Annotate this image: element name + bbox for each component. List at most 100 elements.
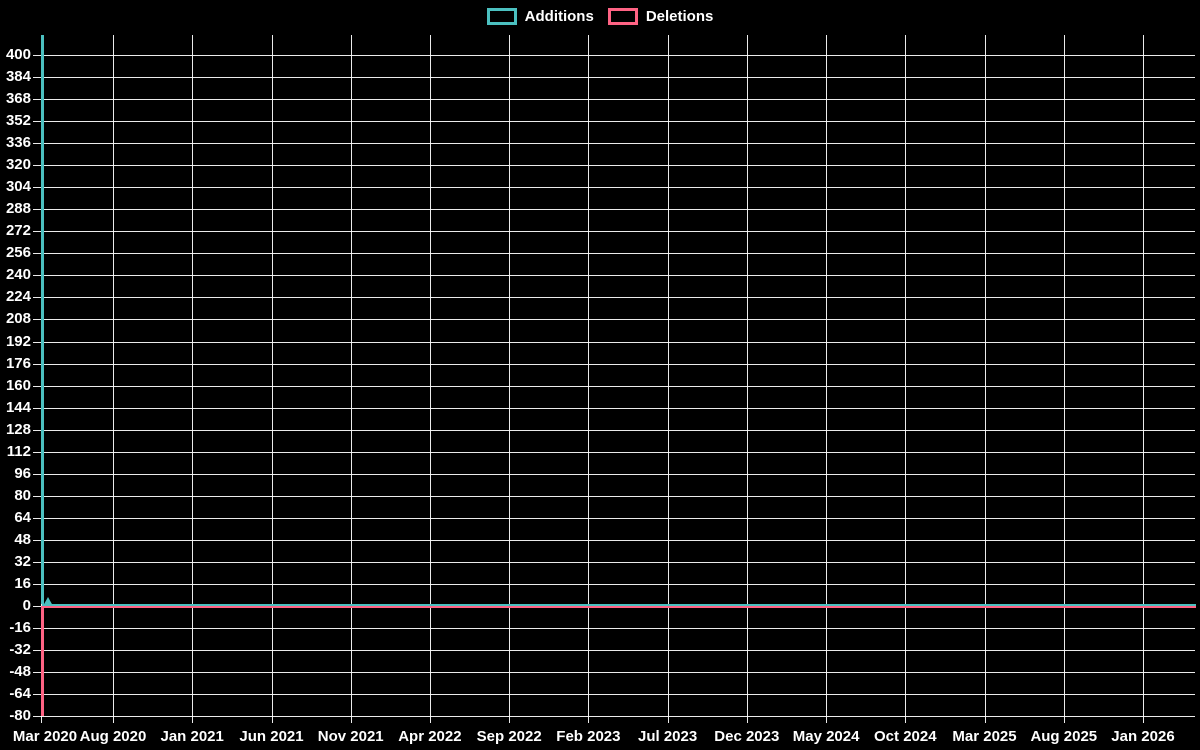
y-tick-label: 320 <box>5 156 31 174</box>
y-tick-label: 304 <box>5 178 31 196</box>
x-gridline <box>905 35 907 723</box>
additions-swatch-icon <box>486 8 517 25</box>
y-gridline <box>33 451 1195 453</box>
y-gridline <box>33 495 1195 497</box>
y-tick-label: 336 <box>5 134 31 152</box>
y-gridline <box>33 187 1195 189</box>
additions-point-marker-icon <box>43 596 53 606</box>
y-tick-label: -64 <box>9 685 31 703</box>
y-tick-label: 144 <box>5 398 31 416</box>
y-gridline <box>33 694 1195 696</box>
x-gridline <box>1063 35 1065 723</box>
y-tick-label: 176 <box>5 354 31 372</box>
x-gridline <box>192 35 194 723</box>
y-gridline <box>33 77 1195 78</box>
x-gridline <box>509 35 511 723</box>
y-tick-label: -48 <box>9 663 31 680</box>
x-tick-label: Apr 2022 <box>398 728 462 745</box>
additions-spike <box>40 35 44 605</box>
chart-legend: Additions Deletions <box>0 8 1200 25</box>
legend-label-additions: Additions <box>524 8 594 25</box>
y-gridline <box>33 231 1195 233</box>
y-gridline <box>33 628 1195 629</box>
y-gridline <box>33 650 1195 651</box>
y-tick-label: 160 <box>5 376 31 394</box>
y-tick-label: -80 <box>9 707 31 725</box>
y-gridline <box>33 143 1195 145</box>
y-tick-label: 272 <box>5 222 31 240</box>
y-gridline <box>33 539 1195 541</box>
y-tick-label: 224 <box>5 288 31 306</box>
y-gridline <box>33 55 1195 56</box>
y-tick-label: 208 <box>5 310 31 328</box>
y-tick-label: 192 <box>5 332 31 350</box>
x-tick-label: May 2024 <box>792 728 860 745</box>
x-gridline <box>667 35 669 723</box>
y-tick-label: 80 <box>14 486 31 504</box>
y-gridline <box>33 275 1195 277</box>
x-tick-label: Dec 2023 <box>714 728 780 745</box>
y-gridline <box>33 99 1195 100</box>
x-tick-label: Oct 2024 <box>874 728 937 745</box>
x-tick-label: Sep 2022 <box>476 728 542 745</box>
y-gridline <box>33 716 1195 718</box>
y-tick-label: 400 <box>5 46 31 63</box>
y-tick-label: 16 <box>14 574 31 592</box>
y-gridline <box>33 165 1195 167</box>
y-gridline <box>33 297 1195 299</box>
y-tick-label: -32 <box>9 641 31 658</box>
x-gridline <box>746 35 748 723</box>
y-gridline <box>33 121 1195 123</box>
y-gridline <box>33 517 1195 519</box>
x-tick-label: Mar 2020 <box>12 728 78 745</box>
legend-label-deletions: Deletions <box>645 8 714 25</box>
y-tick-label: -16 <box>9 619 31 636</box>
y-gridline <box>33 583 1195 585</box>
y-tick-label: 256 <box>5 244 31 262</box>
x-gridline <box>826 35 828 723</box>
x-tick-label: Feb 2023 <box>556 728 621 745</box>
legend-item-deletions[interactable]: Deletions <box>607 8 714 25</box>
x-tick-label: Nov 2021 <box>317 728 384 745</box>
y-tick-label: 0 <box>22 596 31 614</box>
y-tick-label: 64 <box>14 508 31 526</box>
y-tick-label: 368 <box>5 90 31 107</box>
additions-zero-line <box>42 603 1196 607</box>
x-gridline <box>350 35 352 723</box>
x-tick-label: Mar 2025 <box>952 728 1017 745</box>
x-gridline <box>984 35 986 723</box>
x-gridline <box>1143 35 1144 723</box>
x-tick-label: Aug 2020 <box>79 728 147 745</box>
y-gridline <box>33 473 1195 475</box>
x-tick-label: Jan 2026 <box>1111 728 1175 745</box>
y-gridline <box>33 429 1195 431</box>
deletions-zero-line <box>42 605 1196 608</box>
y-gridline <box>33 363 1195 365</box>
y-gridline <box>33 253 1195 255</box>
deletions-swatch-icon <box>607 8 638 25</box>
y-tick-label: 32 <box>14 552 31 570</box>
deletions-spike <box>41 605 44 717</box>
y-gridline <box>33 407 1195 409</box>
y-tick-label: 96 <box>14 464 31 482</box>
x-tick-label: Aug 2025 <box>1030 728 1098 745</box>
y-gridline <box>33 209 1195 211</box>
x-gridline <box>271 35 273 723</box>
y-tick-label: 240 <box>5 266 31 284</box>
x-tick-label: Jun 2021 <box>239 728 304 745</box>
y-tick-label: 128 <box>5 420 31 438</box>
y-gridline <box>33 341 1195 343</box>
legend-item-additions[interactable]: Additions <box>486 8 594 25</box>
x-gridline <box>429 35 431 723</box>
y-tick-label: 112 <box>6 442 31 460</box>
x-gridline <box>588 35 590 723</box>
y-gridline <box>33 319 1195 321</box>
y-gridline <box>33 561 1195 563</box>
y-gridline <box>33 672 1195 673</box>
y-gridline <box>33 385 1195 387</box>
y-tick-label: 384 <box>5 68 31 85</box>
y-tick-label: 352 <box>5 112 31 130</box>
y-tick-label: 288 <box>5 200 31 218</box>
y-tick-label: 48 <box>14 530 31 548</box>
